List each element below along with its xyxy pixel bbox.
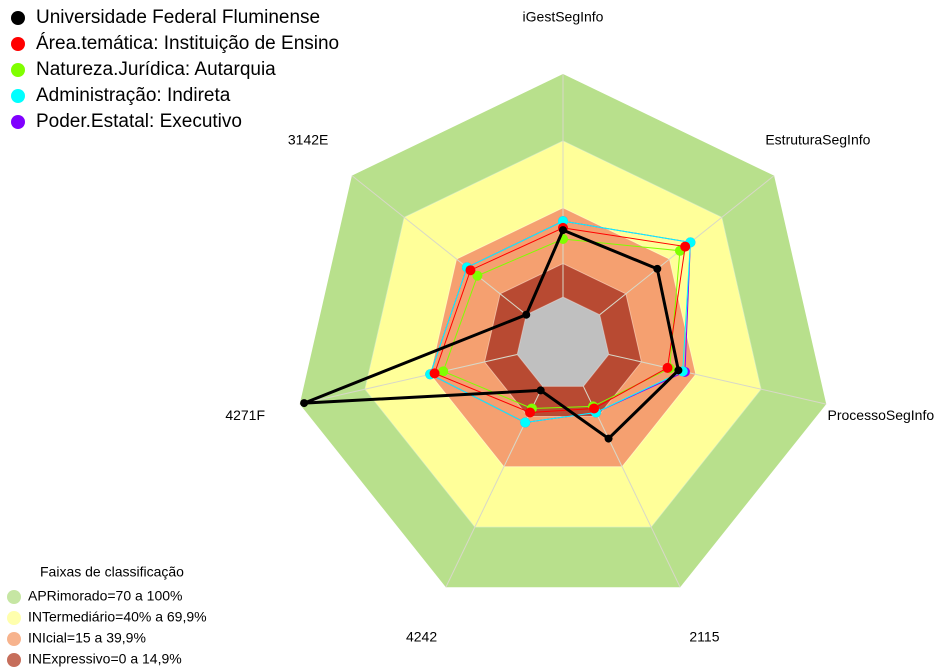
series-point bbox=[674, 366, 683, 375]
legend-marker bbox=[11, 11, 25, 25]
center-hole bbox=[517, 297, 609, 387]
spoke bbox=[582, 386, 681, 588]
band-legend-label: INTermediário=40% a 69,9% bbox=[28, 609, 207, 625]
band-legend-label: INExpressivo=0 a 14,9% bbox=[28, 651, 182, 667]
series-point bbox=[680, 241, 691, 252]
band-legend-marker bbox=[7, 590, 21, 604]
series-line bbox=[303, 228, 681, 441]
axis-label: 4271F bbox=[225, 407, 265, 423]
band-legend-marker bbox=[7, 611, 21, 625]
series-point bbox=[465, 265, 476, 276]
series-point bbox=[589, 403, 600, 414]
series-point bbox=[536, 386, 545, 395]
spoke bbox=[299, 353, 518, 405]
band-edge bbox=[429, 207, 697, 468]
series-line bbox=[429, 220, 691, 424]
legend-label: Universidade Federal Fluminense bbox=[36, 7, 320, 28]
axis-label: 2115 bbox=[689, 628, 719, 644]
series-point bbox=[522, 310, 531, 319]
series-point bbox=[438, 366, 449, 377]
axis-label: ProcessoSegInfo bbox=[828, 407, 935, 423]
series-point bbox=[653, 264, 662, 273]
band-legend-marker bbox=[7, 632, 21, 646]
band-legend-label: INIcial=15 a 39,9% bbox=[28, 630, 146, 646]
series-point bbox=[604, 434, 613, 443]
legend-label: Natureza.Jurídica: Autarquia bbox=[36, 59, 276, 80]
series-point bbox=[300, 399, 309, 408]
spoke bbox=[351, 175, 527, 316]
legend-marker bbox=[11, 63, 25, 77]
band-edge bbox=[516, 296, 610, 387]
legend-label: Administração: Indireta bbox=[36, 85, 231, 106]
axis-label: EstruturaSegInfo bbox=[765, 131, 870, 147]
spoke bbox=[608, 353, 827, 405]
bands-title: Faixas de classificação bbox=[40, 564, 184, 580]
series-point bbox=[525, 407, 536, 418]
series-point bbox=[429, 368, 440, 379]
band-edge bbox=[364, 140, 762, 528]
band-legend-label: APRimorado=70 a 100% bbox=[28, 588, 183, 604]
legend-marker bbox=[11, 89, 25, 103]
series-point bbox=[520, 417, 531, 428]
series-point bbox=[472, 270, 483, 281]
series-line bbox=[433, 227, 686, 413]
legend-marker bbox=[11, 115, 25, 129]
legend-marker bbox=[11, 37, 25, 51]
axis-label: 3142E bbox=[288, 131, 328, 147]
legend-label: Poder.Estatal: Executivo bbox=[36, 111, 242, 132]
axis-label: iGestSegInfo bbox=[523, 9, 604, 25]
band-edge bbox=[484, 262, 642, 417]
series-point bbox=[662, 362, 673, 373]
series-point bbox=[559, 226, 567, 235]
axis-label: 4242 bbox=[406, 628, 437, 644]
band-legend-marker bbox=[7, 653, 21, 667]
legend-label: Área.temática: Instituição de Ensino bbox=[36, 33, 339, 54]
